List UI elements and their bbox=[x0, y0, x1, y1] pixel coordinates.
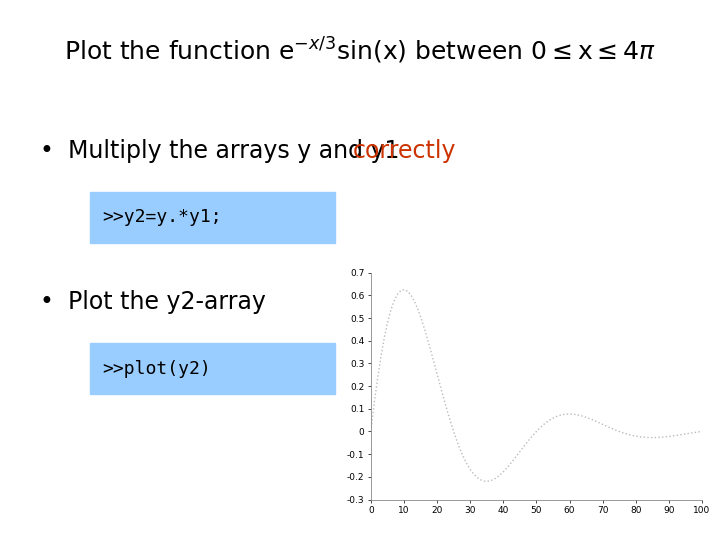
Text: •: • bbox=[40, 139, 53, 163]
Text: Multiply the arrays y and y1: Multiply the arrays y and y1 bbox=[68, 139, 408, 163]
Text: •: • bbox=[40, 291, 53, 314]
Text: correctly: correctly bbox=[353, 139, 456, 163]
FancyBboxPatch shape bbox=[90, 343, 335, 394]
Text: Plot the function e$^{-x/3}$sin(x) between 0$\leq$x$\leq$4$\pi$: Plot the function e$^{-x/3}$sin(x) betwe… bbox=[64, 36, 656, 66]
Text: Plot the y2-array: Plot the y2-array bbox=[68, 291, 266, 314]
FancyBboxPatch shape bbox=[90, 192, 335, 243]
Text: >>plot(y2): >>plot(y2) bbox=[102, 360, 211, 377]
Text: >>y2=y.*y1;: >>y2=y.*y1; bbox=[102, 208, 222, 226]
